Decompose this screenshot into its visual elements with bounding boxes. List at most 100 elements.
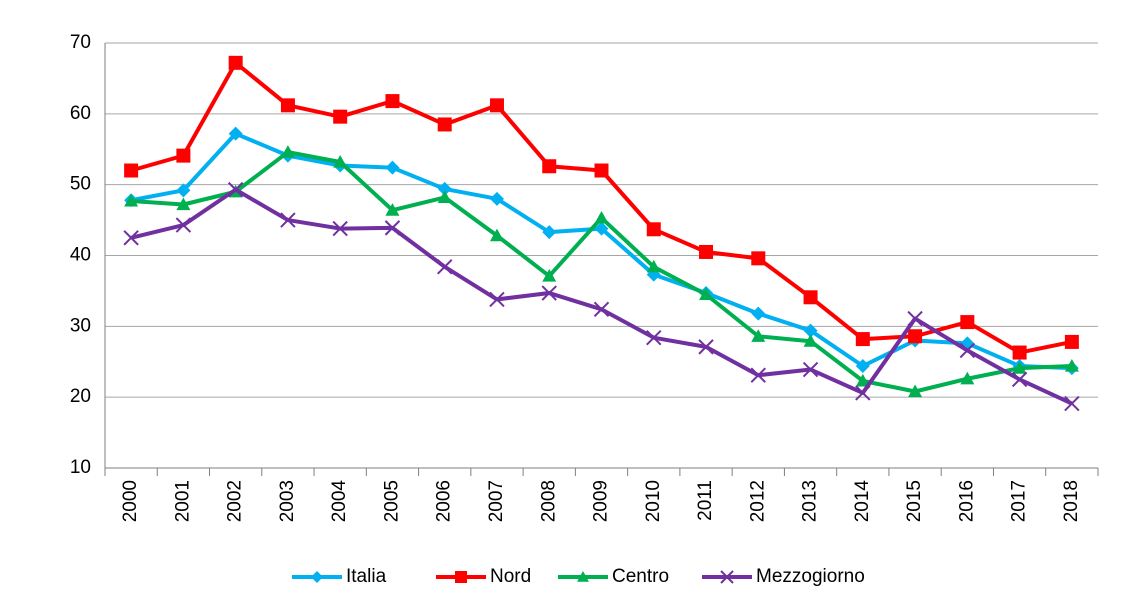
marker	[646, 259, 661, 273]
x-tick-label: 2007	[486, 480, 507, 522]
marker	[124, 163, 139, 178]
y-tick-label: 50	[70, 174, 91, 195]
marker	[751, 251, 766, 266]
x-tick-label: 2002	[225, 480, 246, 522]
x-tick-label: 2015	[904, 480, 925, 522]
marker	[123, 230, 139, 246]
marker	[855, 373, 870, 387]
series	[124, 145, 1079, 398]
y-tick-label: 70	[70, 32, 91, 53]
series	[124, 55, 1079, 360]
marker	[228, 126, 243, 141]
x-tick-label: 2014	[852, 480, 873, 523]
marker	[489, 98, 504, 113]
marker	[699, 244, 714, 259]
legend-label: Italia	[346, 566, 387, 587]
marker	[280, 98, 295, 113]
marker	[646, 329, 662, 346]
marker	[541, 285, 557, 301]
marker	[1064, 334, 1079, 349]
y-tick-label: 30	[70, 315, 91, 336]
marker	[437, 259, 453, 275]
marker	[699, 287, 714, 301]
marker	[1064, 395, 1080, 412]
x-tick-label: 2001	[172, 480, 193, 522]
marker	[333, 109, 348, 124]
marker	[907, 310, 923, 327]
y-tick-label: 40	[70, 245, 91, 266]
marker	[227, 181, 244, 198]
marker	[646, 222, 661, 237]
x-tick-label: 2003	[277, 480, 298, 522]
marker	[855, 332, 870, 347]
marker	[908, 329, 923, 344]
legend-marker	[720, 570, 734, 584]
marker	[751, 329, 766, 342]
marker	[803, 290, 818, 305]
legend-item: Nord	[436, 566, 531, 587]
marker	[489, 191, 504, 206]
marker	[908, 384, 923, 398]
x-tick-label: 2011	[695, 480, 716, 521]
y-tick-label: 20	[70, 386, 91, 407]
marker	[437, 190, 452, 204]
x-tick-label: 2000	[120, 480, 141, 522]
marker	[176, 183, 191, 198]
x-tick-label: 2006	[434, 480, 455, 522]
legend-item: Mezzogiorno	[702, 566, 865, 587]
marker	[228, 55, 243, 70]
x-tick-label: 2008	[538, 480, 559, 522]
marker	[280, 145, 295, 158]
marker	[1012, 345, 1027, 360]
marker	[960, 371, 975, 385]
marker	[959, 342, 976, 359]
marker	[385, 160, 400, 175]
marker	[751, 306, 766, 321]
marker	[1011, 371, 1028, 388]
marker	[855, 359, 870, 373]
x-tick-label: 2016	[956, 480, 977, 522]
marker	[803, 323, 818, 338]
marker	[175, 217, 192, 233]
marker	[280, 212, 296, 228]
x-tick-label: 2009	[591, 480, 612, 522]
marker	[332, 220, 348, 237]
marker	[542, 225, 557, 240]
marker	[124, 193, 139, 207]
y-tick-label: 10	[70, 457, 91, 478]
marker	[333, 155, 348, 168]
legend-label: Nord	[490, 566, 531, 587]
legend-marker	[311, 571, 323, 583]
line	[130, 150, 1072, 394]
series	[123, 181, 1080, 412]
legend-label: Centro	[612, 566, 669, 587]
x-tick-label: 2017	[1009, 480, 1030, 522]
legend-item: Centro	[558, 566, 669, 587]
legend-marker	[455, 571, 467, 583]
marker	[489, 228, 504, 242]
x-tick-label: 2013	[800, 480, 821, 522]
marker	[176, 197, 191, 211]
marker	[855, 385, 871, 401]
marker	[593, 301, 610, 318]
marker	[750, 367, 766, 383]
marker	[698, 339, 714, 355]
marker	[542, 269, 557, 282]
marker	[384, 220, 401, 236]
x-tick-label: 2005	[381, 480, 402, 522]
marker	[385, 203, 400, 216]
marker	[385, 94, 400, 109]
x-tick-label: 2018	[1061, 480, 1082, 522]
x-tick-label: 2010	[643, 480, 664, 522]
marker	[594, 210, 609, 224]
legend-marker	[577, 571, 589, 582]
marker	[176, 148, 191, 163]
legend-label: Mezzogiorno	[756, 566, 865, 587]
marker	[803, 334, 818, 347]
marker	[489, 291, 505, 308]
marker	[1064, 359, 1079, 372]
y-tick-label: 60	[70, 103, 91, 124]
marker	[802, 361, 819, 378]
x-tick-label: 2004	[329, 480, 350, 523]
